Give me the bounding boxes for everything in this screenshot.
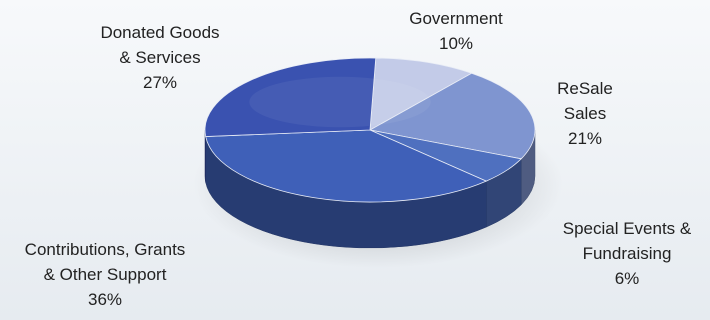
label-resale-line2: Sales [563,104,607,123]
label-special-events-pct: 6% [614,269,640,288]
label-government-pct: 10% [438,34,474,53]
label-special-events-line1: Special Events & [562,219,692,238]
label-resale-pct: 21% [567,129,603,148]
label-government: Government 10% [398,6,514,56]
label-donated-pct: 27% [142,73,178,92]
label-donated-line1: Donated Goods [100,23,220,42]
pie-side-walls [204,129,536,249]
label-contributions: Contributions, Grants & Other Support 36… [0,237,210,312]
label-contributions-line2: & Other Support [43,265,167,284]
label-donated-line2: & Services [119,48,201,67]
pie-highlight [249,76,431,128]
label-donated-goods: Donated Goods & Services 27% [72,20,248,95]
pie-slice-1 [368,72,536,160]
label-resale-line1: ReSale [557,79,613,98]
label-government-name: Government [409,9,503,28]
pie-slice-0 [369,57,473,131]
label-special-events-line2: Fundraising [582,244,672,263]
label-special-events: Special Events & Fundraising 6% [544,216,710,291]
label-resale-sales: ReSale Sales 21% [545,76,625,151]
pie-slice-4 [204,57,377,137]
label-contributions-pct: 36% [87,290,123,309]
label-contributions-line1: Contributions, Grants [24,240,186,259]
pie-slice-3 [205,129,488,203]
pie-top-faces [204,57,536,203]
